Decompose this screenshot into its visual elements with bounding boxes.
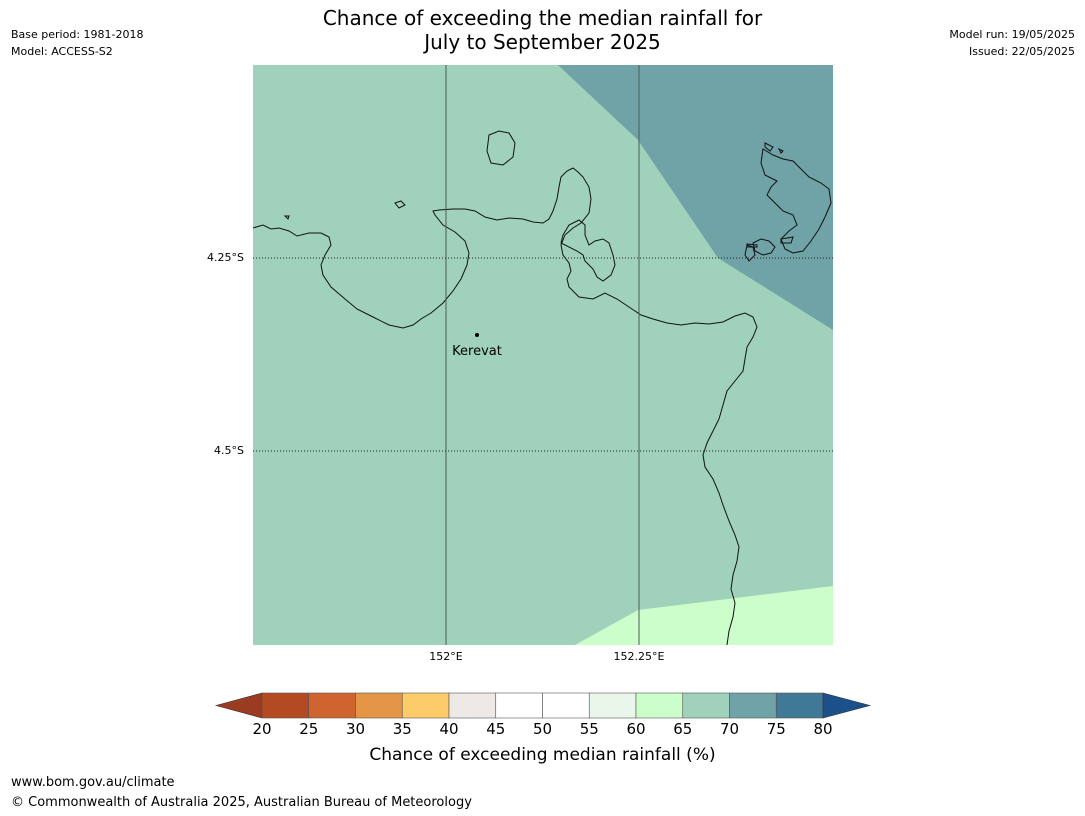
colorbar-segment-35-40 bbox=[401, 692, 450, 719]
colorbar-tick-45: 45 bbox=[486, 720, 506, 738]
place-label-kerevat: Kerevat bbox=[452, 344, 502, 359]
colorbar-segment-25-30 bbox=[308, 692, 356, 719]
footer-copyright: © Commonwealth of Australia 2025, Austra… bbox=[11, 795, 472, 810]
colorbar-segment-55-60 bbox=[588, 692, 637, 719]
colorbar-tick-50: 50 bbox=[532, 720, 553, 738]
colorbar-segment-40-45 bbox=[448, 692, 497, 719]
colorbar-segment-50-55 bbox=[542, 692, 590, 719]
colorbar-segment-30-35 bbox=[355, 692, 403, 719]
rainfall-map: Kerevat bbox=[253, 65, 833, 645]
graticule bbox=[253, 65, 833, 645]
colorbar-extend-high bbox=[822, 692, 872, 719]
colorbar-extend-low bbox=[214, 692, 263, 719]
lat-label-4-5: 4.5°S bbox=[214, 444, 244, 457]
colorbar-segment-45-50 bbox=[495, 692, 543, 719]
colorbar-label: Chance of exceeding median rainfall (%) bbox=[369, 745, 716, 765]
lon-label-152: 152°E bbox=[429, 650, 463, 663]
colorbar-segments bbox=[214, 692, 872, 719]
colorbar-tick-30: 30 bbox=[345, 720, 366, 738]
colorbar-segment-65-70 bbox=[682, 692, 730, 719]
colorbar bbox=[214, 692, 872, 719]
issued-text: Issued: 22/05/2025 bbox=[968, 45, 1075, 58]
place-marker-kerevat bbox=[475, 333, 479, 337]
meta-right: Model run: 19/05/2025 Issued: 22/05/2025 bbox=[949, 26, 1075, 60]
chart-title: Chance of exceeding the median rainfall … bbox=[0, 6, 1085, 54]
colorbar-tick-80: 80 bbox=[813, 720, 833, 738]
lon-label-152-25: 152.25°E bbox=[613, 650, 665, 663]
colorbar-segment-60-65 bbox=[635, 692, 684, 719]
colorbar-segment-75-80 bbox=[775, 692, 824, 719]
meta-left: Base period: 1981-2018 Model: ACCESS-S2 bbox=[11, 26, 143, 60]
colorbar-tick-25: 25 bbox=[299, 720, 319, 738]
colorbar-tick-65: 65 bbox=[673, 720, 693, 738]
colorbar-tick-75: 75 bbox=[766, 720, 786, 738]
colorbar-tick-20: 20 bbox=[252, 720, 272, 738]
model-run-text: Model run: 19/05/2025 bbox=[949, 28, 1075, 41]
chart-title-line1: Chance of exceeding the median rainfall … bbox=[322, 6, 763, 30]
colorbar-segment-20-25 bbox=[261, 692, 310, 719]
base-period-text: Base period: 1981-2018 bbox=[11, 28, 144, 41]
colorbar-tick-35: 35 bbox=[392, 720, 412, 738]
footer-url[interactable]: www.bom.gov.au/climate bbox=[11, 775, 175, 790]
colorbar-tick-55: 55 bbox=[579, 720, 599, 738]
model-text: Model: ACCESS-S2 bbox=[11, 45, 113, 58]
region-70-75 bbox=[558, 65, 833, 330]
colorbar-tick-70: 70 bbox=[719, 720, 740, 738]
lat-label-4-25: 4.25°S bbox=[207, 251, 244, 264]
colorbar-tick-60: 60 bbox=[626, 720, 646, 738]
chart-title-line2: July to September 2025 bbox=[424, 30, 661, 54]
colorbar-segment-70-75 bbox=[729, 692, 777, 719]
colorbar-tick-40: 40 bbox=[439, 720, 459, 738]
